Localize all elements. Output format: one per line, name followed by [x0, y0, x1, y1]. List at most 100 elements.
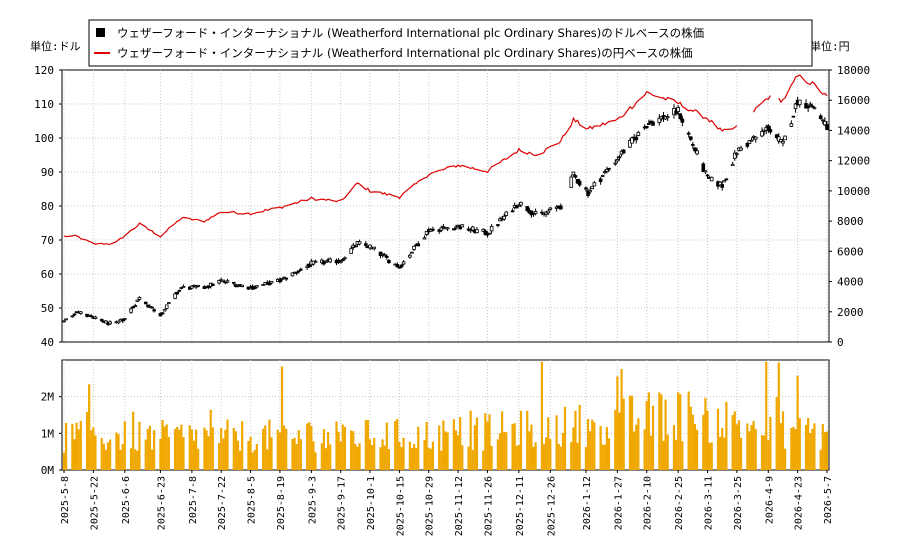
volume-bar: [796, 375, 799, 470]
candle-body: [336, 259, 341, 263]
candle-body: [162, 309, 167, 312]
volume-bar: [295, 443, 298, 470]
volume-bar: [423, 439, 426, 470]
candle-body: [385, 255, 389, 258]
candle-body: [167, 302, 171, 304]
volume-bar: [121, 443, 124, 470]
volume-bar: [251, 452, 254, 470]
candle-body: [818, 115, 823, 120]
volume-bar: [373, 437, 376, 470]
candle-body: [437, 229, 442, 232]
volume-bar: [379, 447, 382, 470]
volume-bar: [71, 423, 74, 470]
candle-body: [651, 121, 655, 126]
candle-body: [776, 136, 781, 142]
candle-body: [99, 318, 104, 322]
volume-bar: [658, 392, 661, 470]
volume-bar: [102, 443, 105, 470]
candle-body: [823, 120, 827, 126]
candle-body: [143, 301, 148, 305]
candle-body: [688, 136, 693, 140]
right-tick-label: 16000: [837, 94, 870, 107]
candle-body: [181, 285, 186, 288]
right-tick-label: 2000: [837, 306, 864, 319]
volume-bar: [385, 422, 388, 470]
volume-bar: [691, 414, 694, 470]
candle-body: [676, 106, 680, 112]
candle-body: [789, 123, 794, 127]
volume-bar: [589, 431, 592, 470]
candle-body: [324, 261, 328, 263]
volume-bar: [804, 424, 808, 470]
candle-body: [135, 299, 140, 302]
candle-body: [255, 285, 259, 288]
candle-body: [445, 227, 450, 230]
volume-bar: [190, 429, 193, 470]
volume-bar: [542, 443, 546, 470]
candle-body: [313, 260, 318, 263]
volume-bar: [790, 428, 793, 470]
volume-bar: [136, 450, 139, 470]
volume-bar: [591, 419, 594, 470]
candle-body: [179, 287, 184, 289]
volume-bar: [138, 421, 141, 470]
candle-body: [164, 304, 169, 309]
volume-bar: [119, 449, 122, 470]
candle-body: [460, 224, 465, 228]
volume-bar: [607, 438, 611, 470]
candle-body: [517, 204, 521, 207]
volume-bar: [339, 441, 342, 470]
volume-bar: [760, 435, 764, 470]
candle-body: [724, 178, 729, 181]
date-tick-label: 2025-10-15: [395, 476, 406, 536]
volume-bar: [706, 410, 709, 470]
date-tick-label: 2025-12-11: [515, 476, 526, 536]
volume-bar: [781, 411, 785, 470]
candle-body: [116, 320, 121, 324]
date-tick-label: 2026-3-11: [704, 476, 715, 530]
volume-bar: [807, 417, 810, 470]
candle-body: [269, 280, 274, 284]
legend-box: [88, 19, 813, 67]
volume-bar: [427, 447, 430, 470]
date-tick-label: 2025-11-26: [483, 476, 494, 536]
candle-body: [808, 103, 813, 106]
candle-body: [146, 304, 150, 307]
candle-body: [665, 116, 670, 119]
volume-bar: [285, 428, 288, 470]
left-tick-label: 100: [34, 132, 54, 145]
candle-body: [686, 132, 691, 135]
volume-bar: [821, 423, 824, 470]
candle-body: [525, 206, 530, 212]
volume-bar: [144, 439, 147, 470]
candle-body: [722, 180, 727, 183]
volume-bar: [534, 442, 537, 470]
candle-body: [540, 211, 544, 214]
volume-bar: [461, 445, 464, 470]
volume-bar: [733, 411, 736, 470]
candle-body: [793, 103, 798, 110]
candle-body: [441, 226, 446, 228]
candle-body: [821, 119, 825, 122]
candle-body: [108, 321, 112, 325]
candle-body: [613, 162, 618, 165]
volume-bar: [500, 411, 504, 470]
volume-bar: [570, 441, 573, 470]
left-tick-label: 70: [41, 234, 54, 247]
volume-bar: [337, 431, 340, 470]
volume-bar: [134, 449, 137, 470]
volume-bar: [335, 421, 338, 470]
volume-bar: [79, 420, 82, 470]
volume-bar: [710, 442, 713, 470]
volume-bar: [429, 448, 432, 470]
volume-bar: [412, 444, 416, 470]
volume-bar: [618, 412, 621, 470]
volume-bar: [356, 446, 359, 470]
candle-body: [812, 107, 817, 110]
volume-bar: [444, 431, 447, 470]
candle-body: [475, 229, 479, 234]
volume-bar: [247, 440, 250, 470]
candle-body: [89, 315, 94, 318]
volume-bar: [718, 436, 722, 470]
volume-bar: [100, 438, 103, 470]
